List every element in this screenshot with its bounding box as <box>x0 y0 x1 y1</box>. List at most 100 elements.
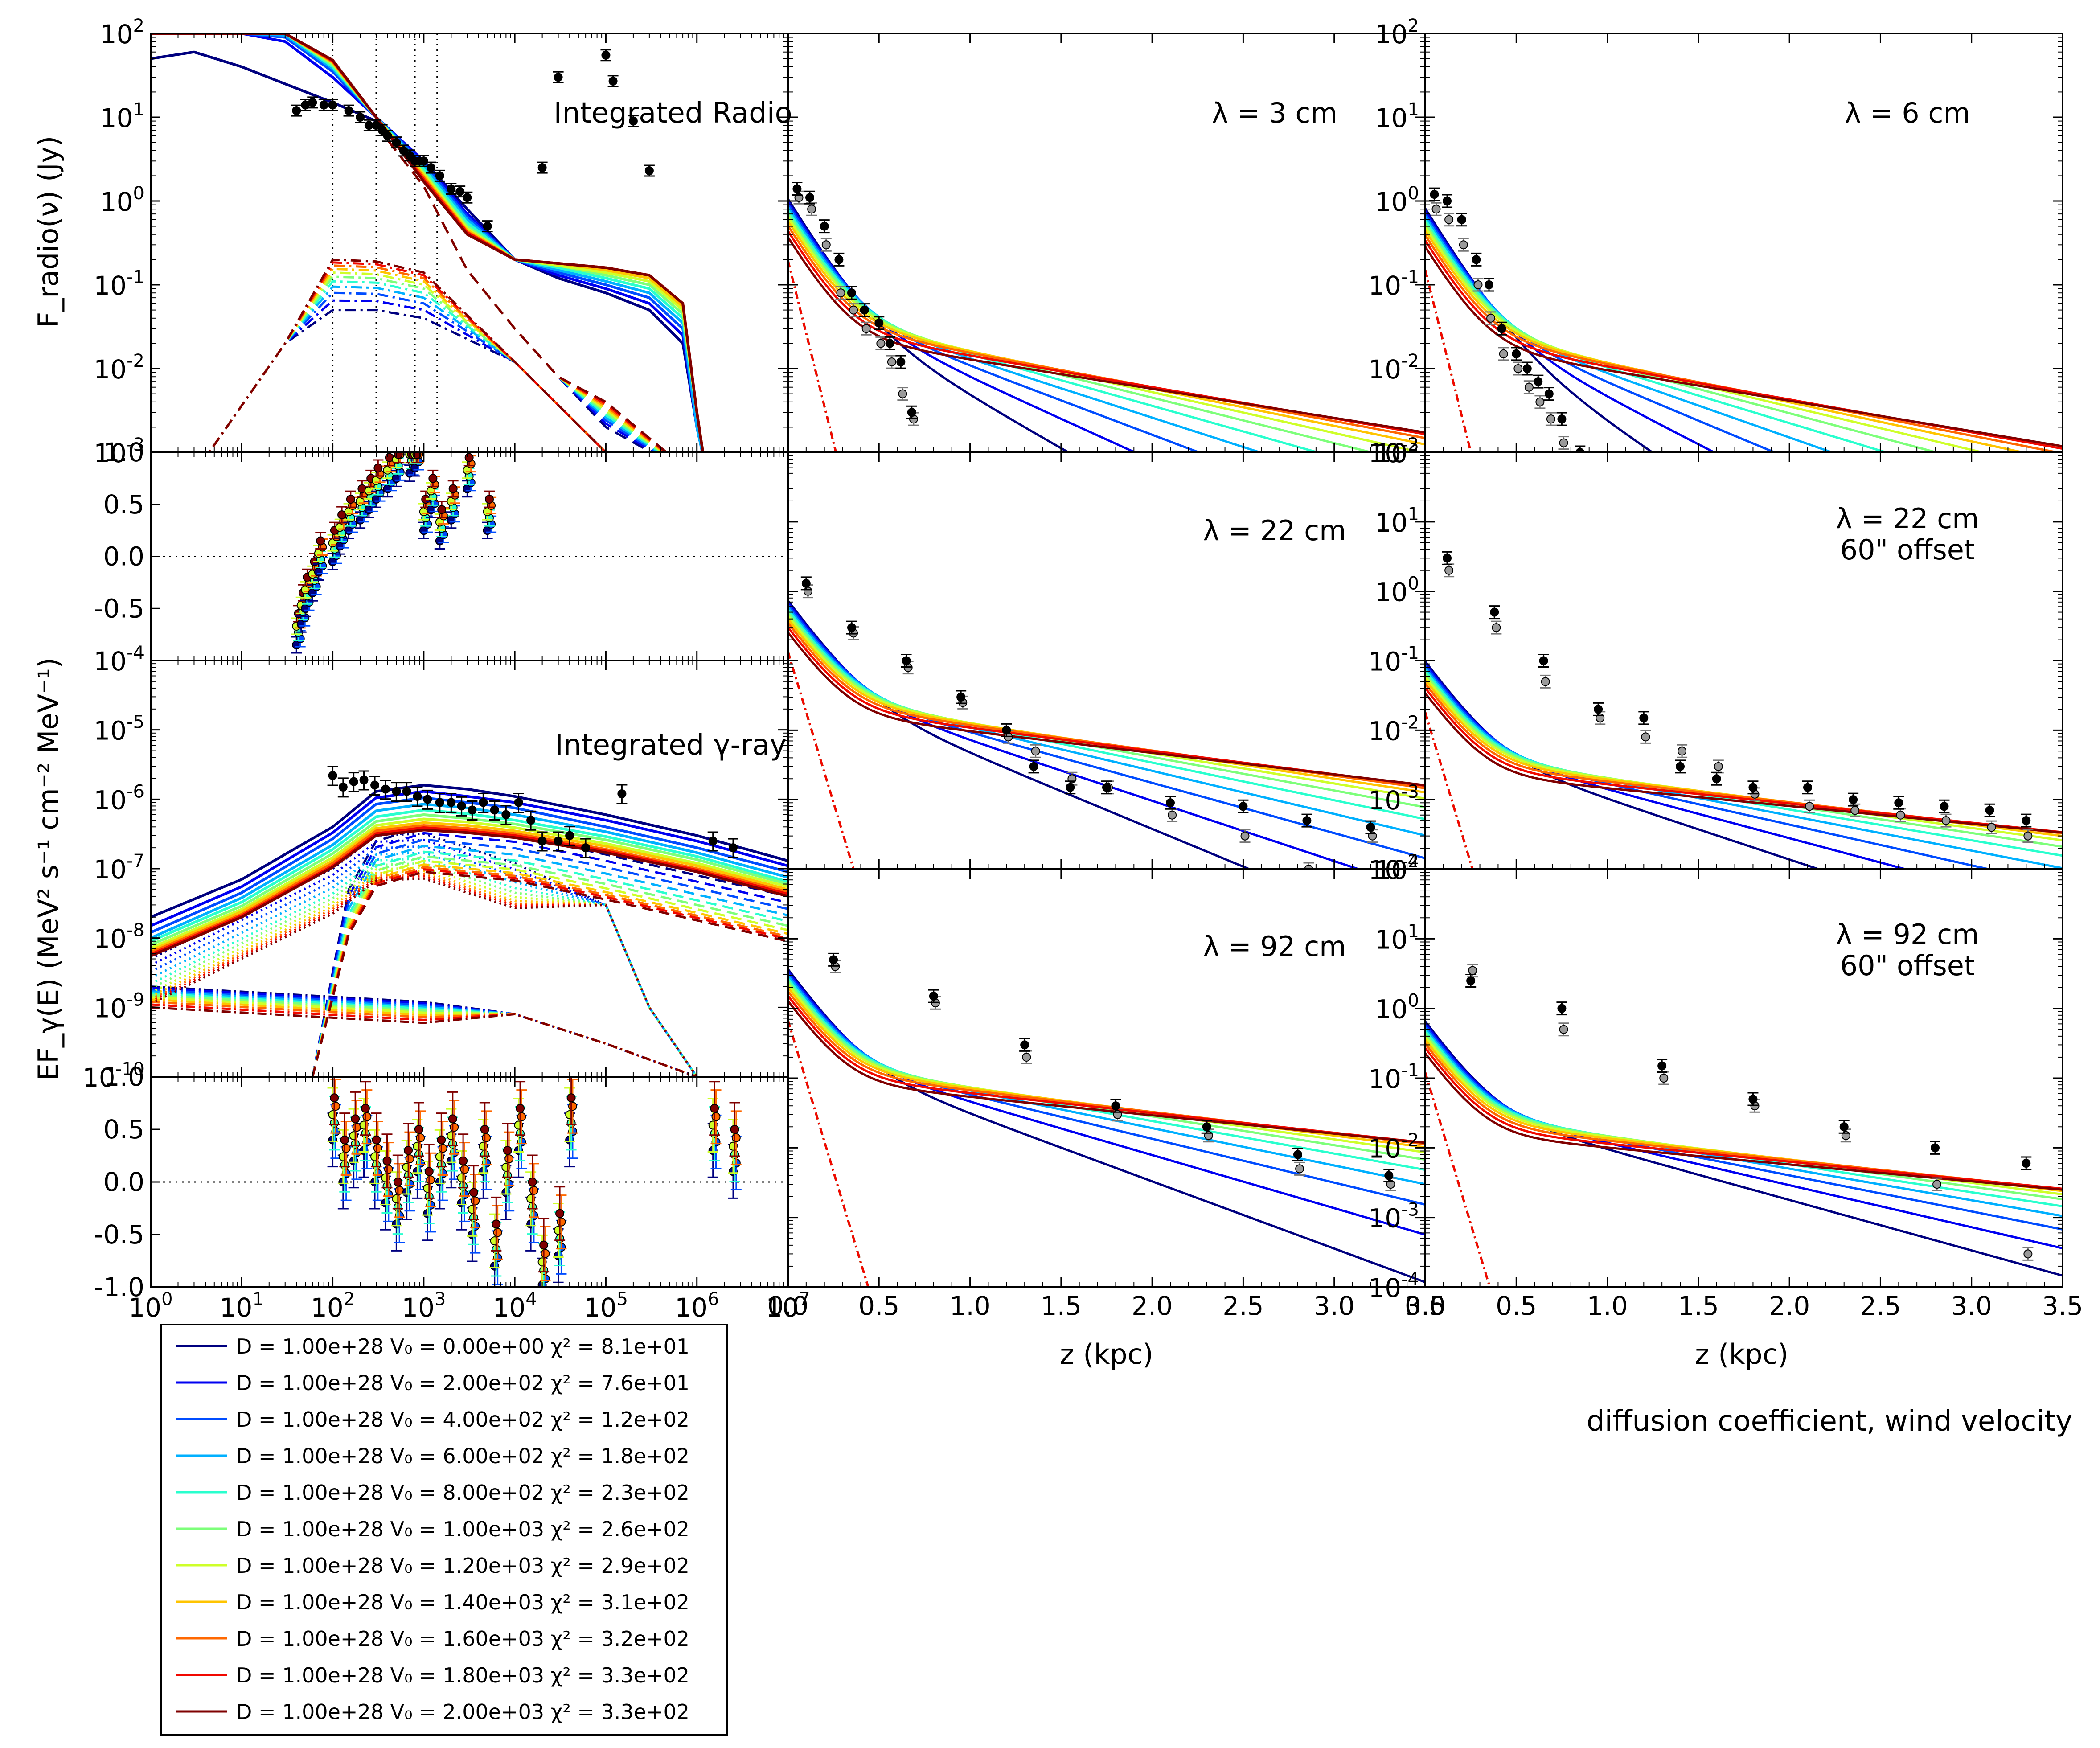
radio-observed-point <box>554 73 563 82</box>
profile-3cm-observed-point <box>896 357 906 367</box>
radio-observed-point <box>537 163 547 172</box>
ytick-label: 101 <box>1375 504 1419 538</box>
profile-22cm-observed-point <box>1366 823 1375 832</box>
profile-6cm-model-line <box>1425 222 1941 452</box>
profile-92cm-observed-point <box>1202 1122 1211 1132</box>
xtick-label: 1.0 <box>949 1291 990 1321</box>
profile-92cm-offset-model-line <box>1425 1052 2063 1191</box>
gamma-residual-point <box>557 1217 566 1227</box>
ytick-label: 0.5 <box>103 1114 144 1145</box>
gamma-component-dotted <box>151 866 698 1077</box>
radio-observed-point <box>455 187 465 196</box>
profile-92cm-offset-model-line <box>1425 1021 2063 1277</box>
xtick-label: 0.0 <box>767 1291 808 1321</box>
legend-frame <box>160 1324 728 1736</box>
gamma-residual-point <box>555 1209 565 1218</box>
gamma-model-line <box>151 821 788 952</box>
profile-92cm-offset-observed-gray-point <box>2023 1249 2033 1259</box>
profile-22cm-offset-model-line <box>1425 665 1993 869</box>
radio-model-line <box>151 33 705 452</box>
profile-3cm-observed-point <box>820 222 829 231</box>
gamma-observed-point <box>565 831 574 840</box>
gamma-observed-point <box>435 798 444 807</box>
legend-label: D = 1.00e+28 V₀ = 1.80e+03 χ² = 3.3e+02 <box>236 1663 689 1687</box>
gamma-observed-point <box>617 789 627 799</box>
radio-observed-point <box>344 106 353 115</box>
xtick-label: 103 <box>402 1289 446 1323</box>
radio-residual-point <box>464 453 474 462</box>
profile-22cm-observed-point <box>1239 802 1248 811</box>
radio-residual-point <box>316 536 325 546</box>
profile-22cm-observed-point <box>1066 783 1075 792</box>
profile-6cm-observed-gray-point <box>1559 438 1568 447</box>
gamma-residual-plot <box>151 1077 788 1287</box>
profile-22cm-model-line <box>788 618 1425 794</box>
ytick-label: 10-7 <box>94 851 144 885</box>
xtick-label: 1.0 <box>1587 1291 1628 1321</box>
gamma-residual-point <box>393 1178 402 1186</box>
ytick-label: 10-1 <box>94 267 144 301</box>
gamma-observed-point <box>423 795 432 804</box>
gamma-residual-point <box>395 1186 404 1195</box>
ytick-label: 10-1 <box>1368 267 1419 301</box>
gamma-component-dotted <box>151 870 698 1077</box>
xtick-label: 3.0 <box>1951 1291 1992 1321</box>
profile-22cm-model-line <box>788 632 1425 787</box>
xtick-label: 3.5 <box>2042 1291 2083 1321</box>
gamma-residual-point <box>424 1167 434 1176</box>
radio-observed-point <box>628 116 638 126</box>
radio-observed-point <box>447 184 456 193</box>
gamma-observed-point <box>338 782 348 792</box>
profile-22cm-offset-observed-point <box>1676 762 1685 771</box>
ytick-label: 101 <box>100 99 144 133</box>
profile-92cm-model-line <box>788 972 1425 1206</box>
gamma-residual-point <box>382 1156 392 1165</box>
profile-22cm-offset-model-line <box>1425 663 1910 869</box>
ytick-label: 0.0 <box>103 542 144 572</box>
gamma-observed-point <box>359 775 369 784</box>
profile-6cm-observed-gray-point <box>1535 397 1545 406</box>
profile-6cm-model-line <box>1425 208 1655 452</box>
radio-component-dashed <box>375 124 669 452</box>
profile-22cm-observed-point <box>1166 798 1175 808</box>
profile-3cm-observed-gray-point <box>876 339 886 348</box>
profile-22cm-model-line <box>788 606 1425 837</box>
gamma-residual-point <box>710 1104 719 1113</box>
profile-92cm-offset-observed-gray-point <box>1468 966 1477 975</box>
radio-residual-plot <box>151 452 788 654</box>
gamma-residual-point <box>460 1165 469 1174</box>
xtick-label: 3.0 <box>1314 1291 1355 1321</box>
profile-6cm-model-line <box>1425 230 2028 452</box>
ytick-label: -0.5 <box>94 593 144 624</box>
profile-3cm-axis <box>787 33 1426 453</box>
annotation-92cm: λ = 92 cm <box>1203 930 1346 963</box>
radio-residual-point <box>346 495 355 504</box>
profile-22cm-observed-gray-point <box>1168 810 1177 820</box>
profile-3cm-observed-point <box>792 184 802 193</box>
profile-22cm-component-dashdot <box>788 651 855 869</box>
profile-92cm-plot <box>788 952 1425 1287</box>
profile-22cm-observed-point <box>956 692 966 702</box>
gamma-residual-point <box>730 1125 739 1134</box>
gamma-residual-point <box>528 1178 537 1186</box>
xtick-label: 0.5 <box>1496 1291 1537 1321</box>
ytick-label: 102 <box>1375 851 1419 885</box>
xlabel-right: z (kpc) <box>1695 1338 1788 1370</box>
gamma-component-dashed <box>311 859 788 1077</box>
profile-3cm-observed-point <box>847 288 856 298</box>
xtick-label: 2.5 <box>1860 1291 1901 1321</box>
profile-92cm-offset-plot <box>1425 964 2063 1287</box>
gamma-observed-point <box>581 843 591 853</box>
legend-label: D = 1.00e+28 V₀ = 4.00e+02 χ² = 1.2e+02 <box>236 1407 689 1432</box>
profile-22cm-observed-point <box>1002 726 1011 735</box>
ytick-label: 10-3 <box>1368 782 1419 816</box>
profile-6cm-observed-gray-point <box>1578 474 1586 482</box>
xtick-label: 0.5 <box>858 1291 899 1321</box>
profile-92cm-observed-point <box>829 955 838 964</box>
profile-6cm-observed-gray-point <box>1431 205 1441 214</box>
profile-92cm-observed-point <box>1384 1171 1394 1180</box>
profile-92cm-observed-gray-point <box>1295 1164 1304 1174</box>
legend-label: D = 1.00e+28 V₀ = 2.00e+02 χ² = 7.6e+01 <box>236 1371 689 1395</box>
profile-22cm-model-line <box>788 600 1252 869</box>
